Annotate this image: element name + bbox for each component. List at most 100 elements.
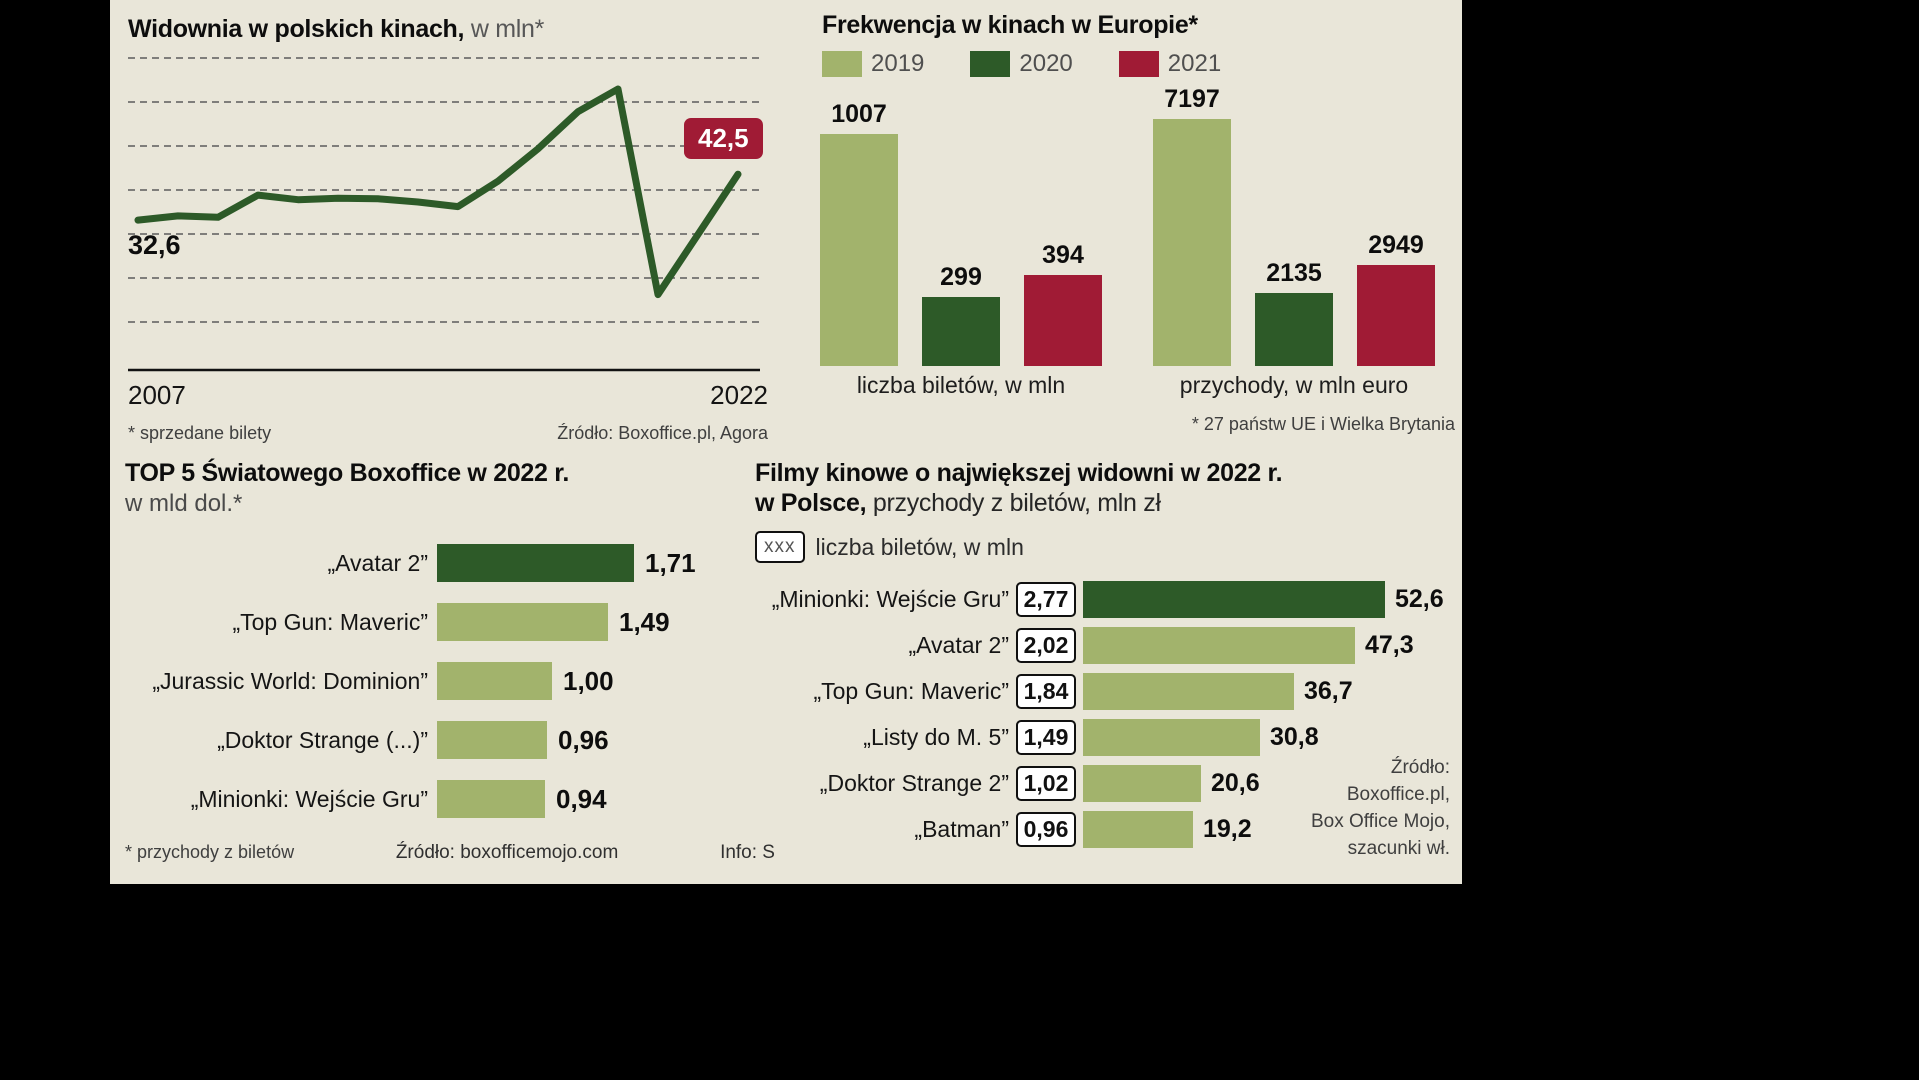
panel-films-poland: Filmy kinowe o największej widowni w 202… <box>755 458 1462 884</box>
attendance-line-series <box>134 85 742 299</box>
bar-col: 299 <box>922 263 1000 366</box>
film-value: 52,6 <box>1395 585 1444 613</box>
attendance-chart-title: Widownia w polskich kinach, w mln* <box>128 14 768 44</box>
group-tickets-bars: 1007 299 394 <box>820 100 1102 366</box>
attendance-source: Źródło: Boxoffice.pl, Agora <box>557 423 768 443</box>
last-value-badge: 42,5 <box>684 118 763 159</box>
movie-bar <box>437 721 547 759</box>
films-source-line: szacunki wł. <box>1347 838 1450 859</box>
top5-subtitle: w mld dol.* <box>125 490 243 517</box>
tickets-box: 1,84 <box>1016 674 1076 709</box>
bar-groups: 1007 299 394 liczba biletów, w mln <box>820 80 1435 400</box>
top5-footer: * przychody z biletów Źródło: boxofficem… <box>125 842 775 864</box>
top5-title: TOP 5 Światowego Boxoffice w 2022 r. <box>125 459 569 487</box>
bar-col: 7197 <box>1153 85 1231 366</box>
bar-2020-revenue <box>1255 293 1333 366</box>
movie-value: 0,94 <box>556 783 607 814</box>
films-rows: „Minionki: Wejście Gru” 2,77 52,6 „Avata… <box>755 581 1462 848</box>
films-source: Źródło: Boxoffice.pl, Box Office Mojo, s… <box>1311 754 1450 862</box>
x-axis-end-year: 2022 <box>710 380 768 410</box>
film-label: „Listy do M. 5” <box>863 724 1009 750</box>
bar-col: 2949 <box>1357 231 1435 366</box>
legend: 2019 2020 2021 <box>822 50 1455 78</box>
films-title-line1: Filmy kinowe o największej widowni w 202… <box>755 459 1283 487</box>
film-row: „Doktor Strange 2” 1,02 20,6 <box>755 765 1462 802</box>
movie-bar <box>437 780 545 818</box>
tickets-legend: xxx liczba biletów, w mln <box>755 531 1462 563</box>
top5-row: „Minionki: Wejście Gru” 0,94 <box>125 780 775 818</box>
legend-item-2019: 2019 <box>822 50 924 78</box>
attendance-footer: * sprzedane bilety Źródło: Boxoffice.pl,… <box>128 423 768 444</box>
film-value: 47,3 <box>1365 631 1414 659</box>
film-row: „Listy do M. 5” 1,49 30,8 <box>755 719 1462 756</box>
film-label: „Top Gun: Maveric” <box>813 678 1009 704</box>
gridlines <box>128 57 760 323</box>
movie-value: 0,96 <box>558 724 609 755</box>
panel-europe-frequency: Frekwencja w kinach w Europie* 2019 2020… <box>810 10 1455 435</box>
group-revenue: 7197 2135 2949 przychody, w mln euro <box>1153 85 1435 400</box>
movie-value: 1,49 <box>619 606 670 637</box>
film-bar <box>1083 673 1294 710</box>
panel-top5-boxoffice: TOP 5 Światowego Boxoffice w 2022 r. w m… <box>125 458 775 864</box>
movie-bar <box>437 544 634 582</box>
film-value: 30,8 <box>1270 723 1319 751</box>
x-axis-start-year: 2007 <box>128 380 186 410</box>
movie-value: 1,71 <box>645 547 696 578</box>
bar-2021-tickets <box>1024 275 1102 366</box>
tickets-box: 0,96 <box>1016 812 1076 847</box>
group-revenue-bars: 7197 2135 2949 <box>1153 85 1435 366</box>
legend-swatch-2021 <box>1118 51 1159 77</box>
tickets-box: 1,49 <box>1016 720 1076 755</box>
movie-bar <box>437 662 552 700</box>
legend-label-2021: 2021 <box>1167 50 1222 77</box>
attendance-title-unit: w mln* <box>464 15 545 43</box>
films-source-line: Box Office Mojo, <box>1310 811 1450 832</box>
legend-swatch-2020 <box>970 51 1011 77</box>
line-chart-svg <box>128 57 760 372</box>
films-title-line2-rest: przychody z biletów, mln zł <box>866 489 1161 517</box>
europe-chart-title: Frekwencja w kinach w Europie* <box>822 11 1198 39</box>
film-value: 19,2 <box>1203 815 1252 843</box>
europe-footnote: * 27 państw UE i Wielka Brytania <box>1191 414 1455 434</box>
bar-col: 394 <box>1024 241 1102 366</box>
bar-2021-revenue <box>1357 265 1435 366</box>
film-row: „Avatar 2” 2,02 47,3 <box>755 627 1462 664</box>
group-label-revenue: przychody, w mln euro <box>1179 372 1409 398</box>
movie-label: „Top Gun: Maveric” <box>232 608 428 635</box>
bar-value: 299 <box>940 263 982 291</box>
first-value-label: 32,6 <box>128 230 181 260</box>
films-source-line: Boxoffice.pl, <box>1346 784 1450 805</box>
top5-source: Źródło: boxofficemojo.com <box>395 842 619 863</box>
films-title-line2-bold: w Polsce, <box>755 489 867 517</box>
bar-col: 1007 <box>820 100 898 366</box>
bar-2019-tickets <box>820 134 898 366</box>
movie-value: 1,00 <box>563 665 614 696</box>
europe-footer: * 27 państw UE i Wielka Brytania <box>810 414 1455 435</box>
bar-2019-revenue <box>1153 119 1231 366</box>
bar-value: 2949 <box>1368 231 1424 259</box>
bar-col: 2135 <box>1255 259 1333 366</box>
bar-value: 394 <box>1042 241 1084 269</box>
film-bar <box>1083 719 1260 756</box>
film-row: „Minionki: Wejście Gru” 2,77 52,6 <box>755 581 1462 618</box>
legend-label-2020: 2020 <box>1019 50 1073 77</box>
legend-label-2019: 2019 <box>871 50 925 77</box>
panel-attendance-poland: Widownia w polskich kinach, w mln* 32,6 … <box>128 14 768 444</box>
film-row: „Top Gun: Maveric” 1,84 36,7 <box>755 673 1462 710</box>
top5-rows: „Avatar 2” 1,71 „Top Gun: Maveric” 1,49 … <box>125 544 775 818</box>
films-source-line: Źródło: <box>1390 757 1450 778</box>
top5-footnote: * przychody z biletów <box>125 842 295 862</box>
x-axis-labels: 2007 2022 <box>128 380 768 411</box>
legend-item-2021: 2021 <box>1118 50 1222 78</box>
movie-label: „Jurassic World: Dominion” <box>152 667 428 694</box>
legend-swatch-2019 <box>822 51 862 77</box>
tickets-box: 2,02 <box>1016 628 1076 663</box>
film-label: „Avatar 2” <box>908 632 1009 658</box>
movie-label: „Minionki: Wejście Gru” <box>190 785 428 812</box>
bar-2020-tickets <box>922 297 1000 366</box>
film-value: 20,6 <box>1211 769 1260 797</box>
line-plot-area: 32,6 42,5 <box>128 54 768 372</box>
attendance-title-text: Widownia w polskich kinach, <box>128 15 465 43</box>
attendance-footnote: * sprzedane bilety <box>128 423 272 443</box>
top5-row: „Doktor Strange (...)” 0,96 <box>125 721 775 759</box>
